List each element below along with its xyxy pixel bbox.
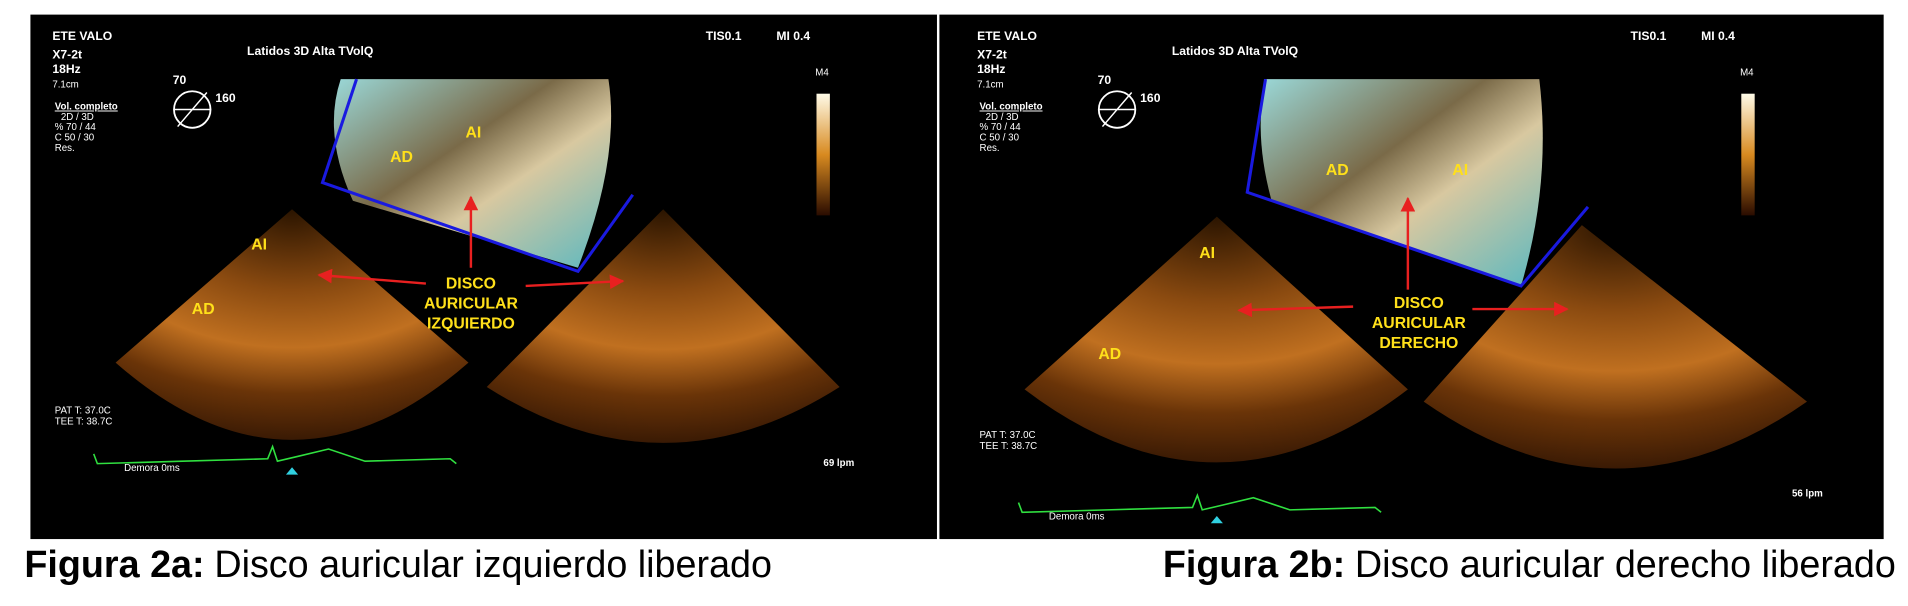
annotation: DISCO: [446, 275, 496, 292]
setting: % 70 / 44: [980, 122, 1022, 133]
annotation: AURICULAR: [1372, 315, 1466, 332]
plane-line: [320, 78, 634, 274]
header-probe: X7-2t: [52, 47, 82, 61]
header-rate: 18Hz: [977, 62, 1005, 76]
chamber-label: AD: [1326, 162, 1349, 179]
chamber-label: AD: [390, 149, 413, 166]
annotation: IZQUIERDO: [427, 316, 515, 333]
header-angle-a: 70: [173, 73, 187, 87]
setting: Res.: [980, 143, 1000, 154]
annotation: DISCO: [1394, 295, 1444, 312]
header-probe: X7-2t: [977, 47, 1007, 61]
header-angle-b: 160: [1140, 91, 1161, 105]
setting: Res.: [55, 143, 75, 154]
temperature: PAT T: 37.0C: [55, 406, 111, 417]
setting: 2D / 3D: [986, 112, 1019, 123]
header-tis: TIS0.1: [1631, 29, 1667, 43]
header-depth: 7.1cm: [52, 80, 78, 91]
header-system: ETE VALO: [977, 29, 1037, 43]
heart-rate: 69 lpm: [823, 458, 854, 469]
chamber-label: AD: [192, 301, 215, 318]
header-map: M4: [1740, 67, 1754, 78]
volume-render: [333, 79, 612, 268]
delay: Demora 0ms: [1049, 512, 1105, 523]
header-mode: Latidos 3D Alta TVolQ: [1172, 44, 1298, 58]
header-map: M4: [815, 67, 829, 78]
caption-text: Disco auricular izquierdo liberado: [214, 543, 772, 585]
annotation: DERECHO: [1379, 335, 1458, 352]
setting: C 50 / 30: [55, 133, 95, 144]
arrow: [317, 268, 426, 285]
chamber-label: AI: [251, 236, 267, 253]
annotation: AURICULAR: [424, 295, 518, 312]
echo-sector: [1423, 225, 1808, 469]
caption-label: Figura 2b:: [1163, 543, 1345, 585]
caption: Figura 2b: Disco auricular derecho libera…: [1163, 543, 1896, 585]
angle-dial-axis: [1098, 92, 1136, 128]
header-mi: MI 0.4: [776, 29, 810, 43]
ecg-marker: [1210, 515, 1223, 524]
caption-label: Figura 2a:: [24, 543, 204, 585]
chamber-label: AI: [1199, 245, 1215, 262]
setting: Vol. completo: [55, 102, 118, 113]
delay: Demora 0ms: [124, 463, 180, 474]
ecg-trace: [92, 444, 457, 465]
heart-rate: 56 lpm: [1792, 488, 1823, 499]
chamber-label: AI: [465, 125, 481, 142]
header-mi: MI 0.4: [1701, 29, 1735, 43]
caption-text: Disco auricular derecho liberado: [1355, 543, 1896, 585]
temperature: PAT T: 37.0C: [980, 430, 1036, 441]
ecg-trace: [1017, 492, 1382, 514]
echo-sector: [486, 209, 840, 443]
echo-sector: [115, 209, 469, 440]
echo-sector: [1024, 216, 1408, 463]
arrow: [525, 274, 625, 290]
header-depth: 7.1cm: [977, 80, 1003, 91]
header-tis: TIS0.1: [706, 29, 742, 43]
header-system: ETE VALO: [52, 29, 112, 43]
setting: % 70 / 44: [55, 122, 97, 133]
header-rate: 18Hz: [52, 62, 80, 76]
temperature: TEE T: 38.7C: [980, 441, 1038, 452]
setting: 2D / 3D: [61, 112, 94, 123]
volume-render: [1260, 79, 1543, 286]
angle-dial-axis: [174, 92, 211, 128]
color-bar: [816, 93, 830, 216]
caption: Figura 2a: Disco auricular izquierdo libe…: [24, 543, 772, 585]
header-angle-b: 160: [215, 91, 236, 105]
arrow: [1237, 302, 1354, 318]
temperature: TEE T: 38.7C: [55, 417, 113, 428]
header-mode: Latidos 3D Alta TVolQ: [247, 44, 373, 58]
setting: Vol. completo: [980, 102, 1043, 113]
header-angle-a: 70: [1098, 73, 1112, 87]
chamber-label: AD: [1098, 346, 1121, 363]
color-bar: [1741, 93, 1755, 216]
setting: C 50 / 30: [980, 133, 1020, 144]
chamber-label: AI: [1452, 162, 1468, 179]
ecg-marker: [285, 467, 299, 475]
plane-line: [1245, 78, 1590, 288]
